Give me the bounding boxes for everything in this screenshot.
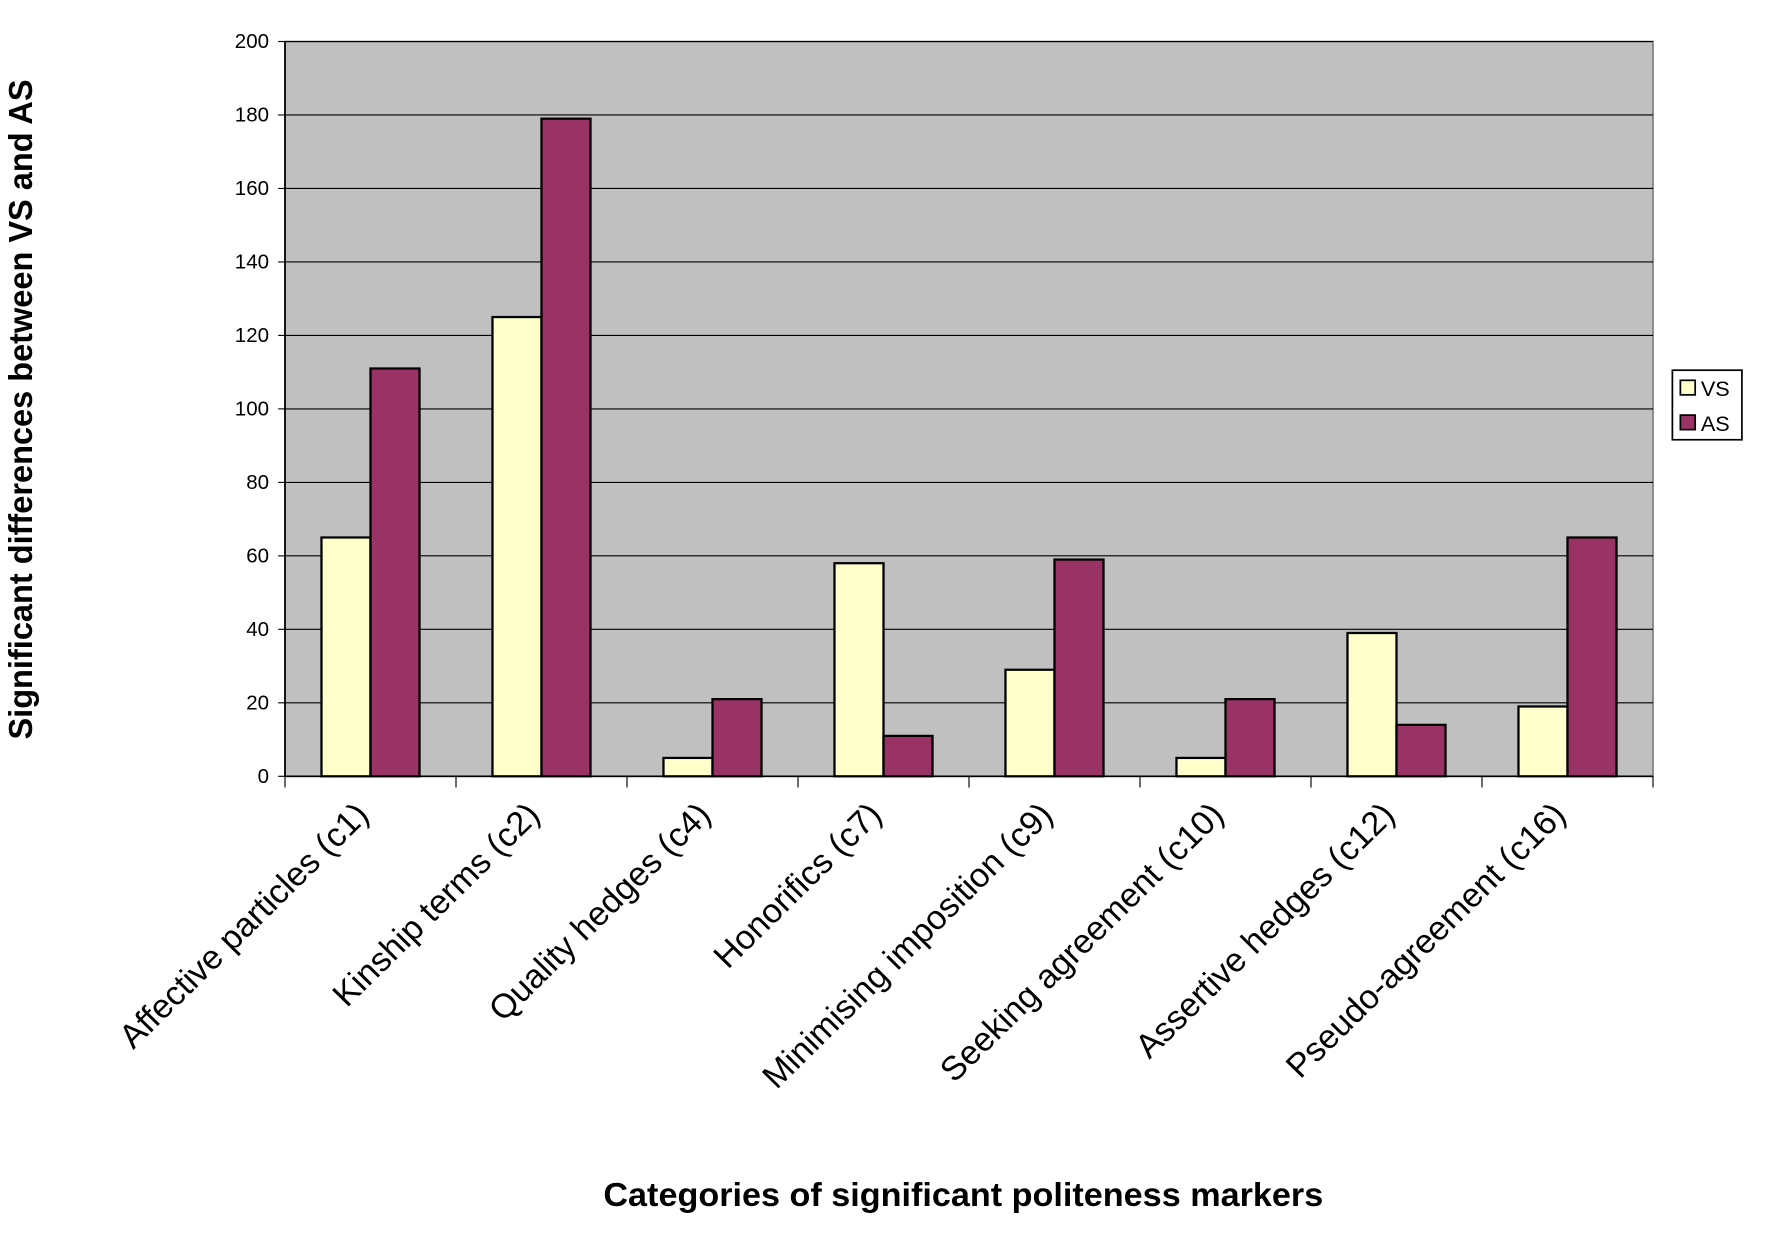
bar — [1566, 536, 1618, 778]
y-tick-label: 20 — [246, 693, 269, 715]
bar — [1004, 668, 1056, 778]
x-tick-label: Pseudo-agreement (c16) — [1279, 796, 1573, 1086]
legend-label: AS — [1701, 412, 1730, 436]
bar — [320, 536, 372, 778]
bar — [833, 562, 885, 778]
bar — [491, 315, 543, 778]
x-tick-label: Seeking agreement (c10) — [933, 796, 1231, 1090]
y-tick-label: 180 — [235, 105, 269, 127]
y-tick-label: 120 — [235, 325, 269, 347]
bar — [1224, 698, 1276, 778]
x-tick-label: Honorifics (c7) — [706, 796, 889, 976]
bar — [1395, 723, 1447, 778]
bar — [711, 698, 763, 778]
bar — [1053, 558, 1105, 778]
y-tick-label: 60 — [246, 546, 269, 568]
y-tick-label: 160 — [235, 178, 269, 200]
x-tick-label: Affective particles (c1) — [112, 796, 376, 1056]
x-tick-label: Minimising imposition (c9) — [755, 796, 1060, 1096]
x-axis-title: Categories of significant politeness mar… — [603, 1176, 1323, 1214]
y-tick-label: 0 — [258, 766, 269, 788]
bar — [1517, 705, 1569, 778]
y-tick-label: 100 — [235, 399, 269, 421]
y-tick-label: 80 — [246, 472, 269, 494]
bar — [882, 734, 934, 778]
y-axis-title: Significant differences between VS and A… — [2, 79, 39, 739]
bar — [1346, 631, 1398, 778]
legend-label: VS — [1701, 377, 1730, 401]
bar — [662, 756, 714, 778]
y-tick-label: 140 — [235, 252, 269, 274]
bar — [540, 117, 592, 778]
y-tick-label: 40 — [246, 619, 269, 641]
bar — [1175, 756, 1227, 778]
legend-swatch — [1679, 379, 1697, 396]
bar — [369, 367, 421, 778]
y-tick-label: 200 — [235, 31, 269, 53]
legend-swatch — [1679, 414, 1697, 431]
